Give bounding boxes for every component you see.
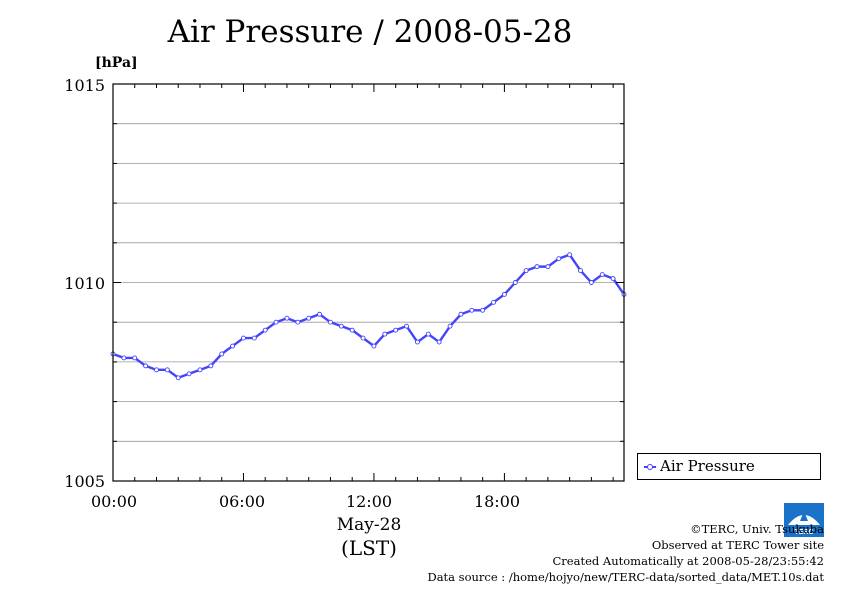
data-point [425,331,431,337]
grid-lines [113,123,624,442]
data-point [447,323,453,329]
data-point [458,311,464,317]
axis-ticks [112,83,624,482]
data-point [491,299,496,305]
terc-logo-icon: TERC [784,503,824,537]
data-point [469,307,475,313]
logo-text: TERC [794,529,813,536]
data-point [545,264,551,270]
credit-created: Created Automatically at 2008-05-28/23:5… [552,554,825,568]
data-point [317,311,323,317]
data-point [599,272,605,278]
data-point [338,323,344,329]
data-point [588,280,594,285]
credit-observed: Observed at TERC Tower site [651,538,824,552]
data-point [241,335,246,341]
credit-copyright: ©TERC, Univ. Tsukuba [690,522,824,536]
data-point [154,367,159,373]
y-tick-label-1010: 1010 [64,274,105,293]
data-point [230,343,236,349]
data-point [534,264,540,270]
data-point [360,335,366,341]
data-point [175,375,181,381]
data-point [262,327,268,333]
data-point [251,335,257,341]
data-point [556,256,562,262]
chart-title: Air Pressure / 2008-05-28 [167,14,573,50]
data-point [284,315,290,321]
data-point [164,367,170,373]
x-axis-timezone-label: (LST) [341,536,397,560]
y-axis-unit: [hPa] [95,55,138,71]
legend-line-marker-icon [644,464,656,470]
data-point [132,355,138,361]
data-point [273,319,279,325]
data-point [121,355,127,361]
data-point [371,343,377,349]
data-point [197,367,203,373]
data-point [567,252,573,258]
data-point [436,339,442,345]
data-point [208,363,214,369]
y-tick-label-1015: 1015 [64,76,105,95]
series-line [112,253,625,379]
data-point [382,331,388,337]
data-point [414,339,420,345]
y-tick-label-1005: 1005 [64,472,105,491]
credit-source: Data source : /home/hojyo/new/TERC-data/… [427,570,824,584]
x-tick-label-0600: 06:00 [218,492,266,511]
data-point [480,307,486,313]
x-tick-label-1800: 18:00 [473,492,521,511]
x-tick-label-1200: 12:00 [345,492,393,511]
x-axis-date-label: May-28 [336,515,402,535]
credits-block: ©TERC, Univ. Tsukuba Observed at TERC To… [427,521,824,585]
data-point [295,319,301,325]
series-air-pressure [110,252,627,381]
data-point [578,268,583,274]
data-point [610,276,616,281]
data-point [306,315,312,321]
data-point [404,323,410,329]
data-point [186,371,192,377]
data-point [501,291,507,297]
data-point [349,327,355,333]
data-point [393,327,399,333]
data-point [219,351,225,357]
x-tick-label-0000: 00:00 [90,492,138,511]
data-point [523,268,529,274]
legend-label-air-pressure: Air Pressure [660,457,755,475]
chart-legend: Air Pressure [637,453,821,480]
data-point [327,319,333,325]
data-point [143,363,149,369]
data-point [512,280,518,285]
